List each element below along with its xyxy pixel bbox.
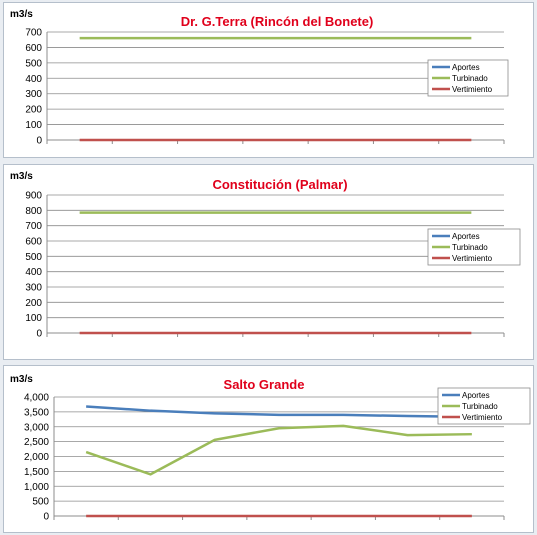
legend-label: Vertimiento xyxy=(452,85,493,94)
y-tick-label: 1,500 xyxy=(24,467,49,478)
y-tick-label: 300 xyxy=(25,283,42,294)
y-tick-label: 500 xyxy=(32,497,49,508)
y-tick-label: 900 xyxy=(25,191,42,202)
y-tick-label: 1,000 xyxy=(24,482,49,493)
legend-label: Turbinado xyxy=(452,243,488,252)
y-tick-label: 4,000 xyxy=(24,393,49,404)
legend-label: Vertimiento xyxy=(452,254,493,263)
y-tick-label: 100 xyxy=(25,313,42,324)
y-axis-ticks: 0 100 200 300 400 500 600 700 800 900 xyxy=(25,191,42,340)
chart-title: Salto Grande xyxy=(224,377,305,392)
chart-panel-terra: m3/s Dr. G.Terra (Rincón del Bonete) 0 10… xyxy=(3,2,534,158)
y-tick-label: 700 xyxy=(25,28,42,39)
y-unit-label: m3/s xyxy=(10,9,33,20)
grid-lines xyxy=(54,396,504,502)
y-tick-label: 200 xyxy=(25,298,42,309)
chart-title: Constitución (Palmar) xyxy=(212,177,347,192)
y-axis-ticks: 0 500 1,000 1,500 2,000 2,500 3,000 3,500 4,000 xyxy=(24,393,49,523)
y-tick-label: 2,500 xyxy=(24,437,49,448)
legend: Aportes Turbinado Vertimiento xyxy=(437,387,531,425)
y-tick-label: 200 xyxy=(25,105,42,116)
chart-panel-palmar: m3/s Constitución (Palmar) 0 100 200 300 400… xyxy=(3,164,534,360)
series-line-turbinado xyxy=(85,424,472,476)
series-lines xyxy=(79,36,472,142)
legend: Aportes Turbinado Vertimiento xyxy=(427,228,521,266)
legend-label: Turbinado xyxy=(452,74,488,83)
y-tick-label: 600 xyxy=(25,43,42,54)
y-tick-label: 600 xyxy=(25,237,42,248)
legend-label: Vertimiento xyxy=(462,413,503,422)
y-axis-ticks: 0 100 200 300 400 500 600 700 xyxy=(25,28,42,147)
y-tick-label: 800 xyxy=(25,206,42,217)
series-line-aportes xyxy=(86,405,472,419)
y-tick-label: 100 xyxy=(25,120,42,131)
y-tick-label: 700 xyxy=(25,221,42,232)
legend-label: Aportes xyxy=(452,232,480,241)
y-unit-label: m3/s xyxy=(10,374,33,385)
chart-title: Dr. G.Terra (Rincón del Bonete) xyxy=(181,14,374,29)
legend: Aportes Turbinado Vertimiento xyxy=(427,59,509,97)
chart-svg-terra: m3/s Dr. G.Terra (Rincón del Bonete) 0 10… xyxy=(10,9,509,147)
y-tick-label: 0 xyxy=(36,136,42,147)
chart-panel-salto: m3/s Salto Grande 0 500 1,000 1,500 2,000 2,5… xyxy=(3,365,534,533)
legend-label: Aportes xyxy=(462,391,490,400)
y-tick-label: 0 xyxy=(43,512,49,523)
y-tick-label: 2,000 xyxy=(24,452,49,463)
y-tick-label: 0 xyxy=(36,329,42,340)
x-axis xyxy=(46,195,505,337)
series-lines xyxy=(79,211,472,335)
y-tick-label: 400 xyxy=(25,267,42,278)
y-tick-label: 300 xyxy=(25,89,42,100)
grid-lines xyxy=(47,31,504,125)
legend-label: Aportes xyxy=(452,63,480,72)
chart-svg-palmar: m3/s Constitución (Palmar) 0 100 200 300 400… xyxy=(10,171,521,340)
y-tick-label: 3,000 xyxy=(24,422,49,433)
legend-label: Turbinado xyxy=(462,402,498,411)
y-unit-label: m3/s xyxy=(10,171,33,182)
y-tick-label: 3,500 xyxy=(24,407,49,418)
chart-svg-salto: m3/s Salto Grande 0 500 1,000 1,500 2,000 2,5… xyxy=(10,374,531,523)
y-tick-label: 400 xyxy=(25,74,42,85)
y-tick-label: 500 xyxy=(25,252,42,263)
series-lines xyxy=(85,405,472,518)
y-tick-label: 500 xyxy=(25,58,42,69)
